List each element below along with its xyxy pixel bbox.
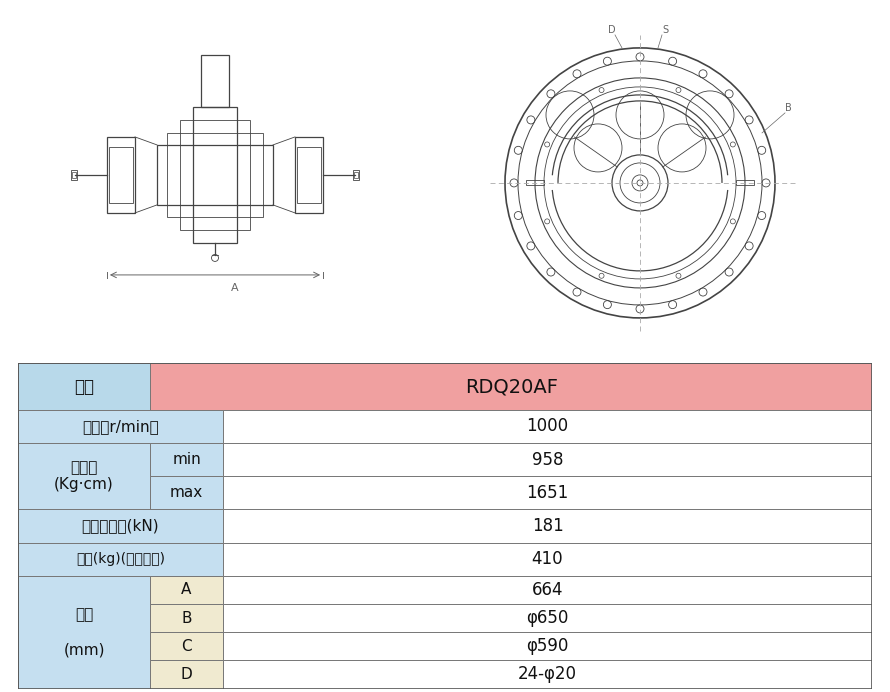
Bar [167, 133, 263, 217]
Bar [157, 145, 273, 205]
Bar [193, 107, 237, 243]
Text: 958: 958 [532, 450, 563, 468]
Text: S: S [662, 25, 668, 35]
Bar [201, 55, 229, 107]
Bar [222, 660, 872, 689]
Bar [222, 443, 872, 476]
Bar [222, 543, 872, 576]
Bar [353, 170, 359, 180]
Text: 尺寸

(mm): 尺寸 (mm) [63, 607, 105, 657]
Text: 重量(kg)(不含护罩): 重量(kg)(不含护罩) [76, 552, 165, 566]
Text: max: max [170, 485, 203, 500]
Bar [222, 509, 872, 543]
Bar [150, 604, 222, 632]
Bar [150, 632, 222, 660]
Bar [150, 660, 222, 689]
Bar [150, 443, 222, 476]
Bar [222, 476, 872, 509]
Text: B: B [182, 610, 191, 626]
Bar [72, 172, 76, 178]
Text: 最大激振力(kN): 最大激振力(kN) [82, 518, 159, 534]
Text: 664: 664 [532, 581, 563, 599]
Bar [150, 363, 872, 410]
Text: 1651: 1651 [526, 484, 569, 502]
Bar [18, 576, 150, 689]
Bar [180, 120, 250, 230]
Bar [18, 363, 150, 410]
Bar [222, 604, 872, 632]
Text: A: A [231, 283, 239, 293]
Text: B: B [785, 103, 791, 113]
Text: D: D [608, 25, 616, 35]
Text: 型号: 型号 [74, 378, 94, 396]
Text: RDQ20AF: RDQ20AF [465, 377, 558, 396]
Text: φ650: φ650 [526, 609, 569, 627]
Text: 24-φ20: 24-φ20 [518, 666, 577, 684]
Text: A: A [182, 582, 191, 597]
Bar [736, 181, 754, 185]
Bar [18, 543, 223, 576]
Text: 181: 181 [531, 517, 563, 535]
Bar [297, 147, 321, 203]
Bar [71, 170, 77, 180]
Bar [18, 509, 223, 543]
Text: φ590: φ590 [526, 637, 569, 655]
Text: min: min [172, 452, 201, 467]
Bar [222, 632, 872, 660]
Bar [222, 576, 872, 604]
Bar [150, 576, 222, 604]
Bar [526, 181, 544, 185]
Text: D: D [181, 667, 192, 682]
Bar [150, 476, 222, 509]
Bar [222, 410, 872, 443]
Bar [18, 410, 223, 443]
Bar [107, 137, 135, 213]
Text: 410: 410 [531, 550, 563, 568]
Bar [295, 137, 323, 213]
Bar [354, 172, 358, 178]
Text: 静力矩
(Kg·cm): 静力矩 (Kg·cm) [54, 460, 114, 492]
Bar [109, 147, 133, 203]
Text: 转速（r/min）: 转速（r/min） [82, 419, 158, 434]
Text: C: C [182, 639, 192, 654]
Bar [18, 443, 150, 509]
Text: 1000: 1000 [527, 417, 569, 435]
